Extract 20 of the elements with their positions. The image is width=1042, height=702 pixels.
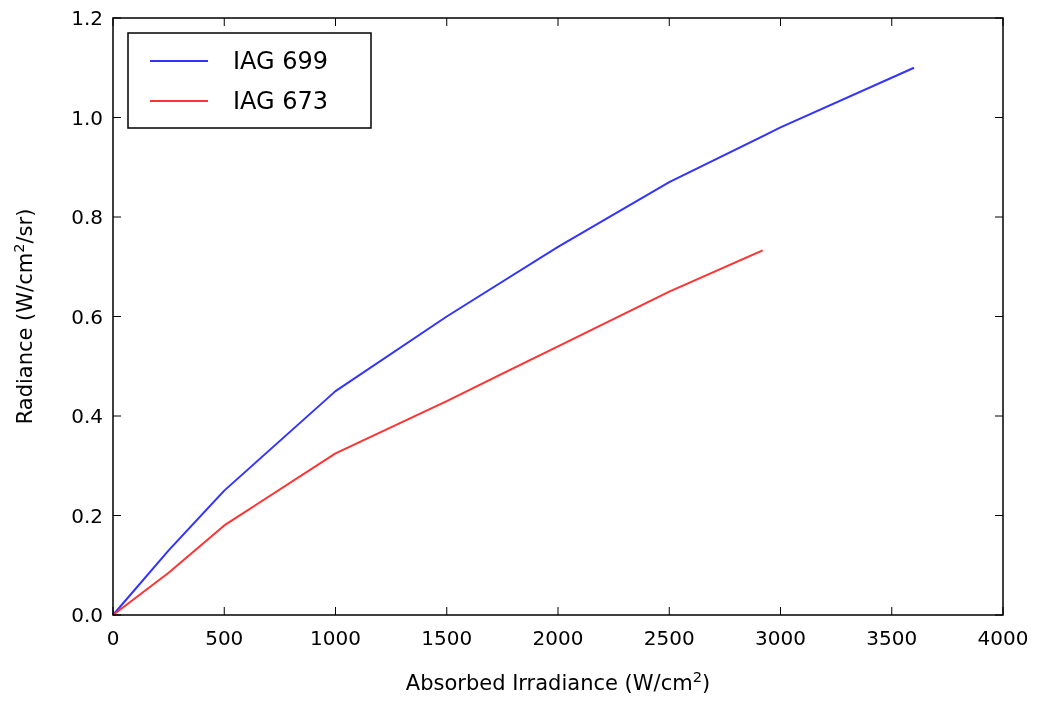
line-series [112,249,764,616]
x-tick-label: 4000 [977,626,1029,650]
y-tick-label: 0.4 [71,404,103,428]
x-tick-label: 1000 [310,626,361,650]
y-tick-label: 0.2 [71,503,103,528]
y-tick-label: 0.8 [71,205,103,229]
x-tick-label: 0 [106,626,120,650]
legend-label: IAG 673 [233,87,329,116]
x-tick-label: 2500 [643,626,695,650]
x-tick-label: 2000 [532,626,584,650]
x-tick-label: 1500 [421,626,473,650]
x-tick-label: 3000 [755,626,806,650]
y-tick-label: 0.6 [71,304,103,329]
legend-label: IAG 699 [233,47,329,76]
x-axis-title: Absorbed Irradiance (W/cm$^{2}$) [405,667,711,695]
y-tick-label: 1.0 [71,105,103,130]
y-tick-label: 0.0 [71,603,103,627]
y-tick-label: 1.2 [71,6,103,30]
x-tick-label: 500 [205,626,244,650]
x-tick-label: 3500 [866,626,918,650]
